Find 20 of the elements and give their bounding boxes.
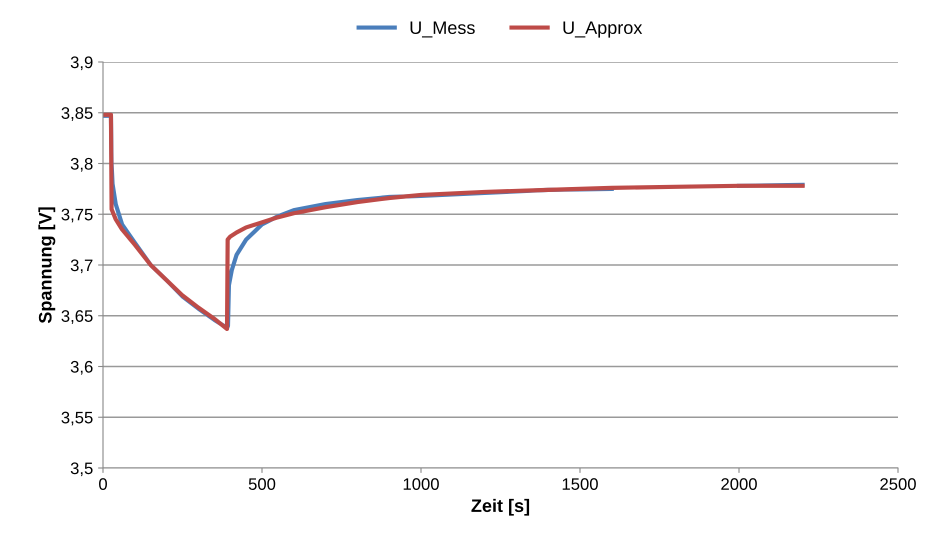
x-tick-label: 2500 — [880, 478, 916, 490]
y-tick-label: 3,65 — [61, 310, 93, 324]
line-series — [103, 112, 805, 332]
y-tick-label: 3,55 — [61, 412, 93, 426]
legend-label: U_Mess — [410, 21, 475, 38]
x-tick-label: 1500 — [562, 478, 598, 490]
y-tick-label: 3,9 — [70, 56, 92, 70]
y-tick-label: 3,7 — [70, 259, 92, 274]
x-axis-title: Zeit [s] — [471, 498, 530, 516]
y-tick-label: 3,5 — [70, 462, 93, 476]
y-tick-label: 3,85 — [61, 107, 93, 121]
y-tick-label: 3,75 — [61, 208, 93, 222]
x-tick-label: 500 — [248, 478, 276, 490]
legend-label: U_Approx — [563, 21, 642, 38]
y-tick-label: 3,8 — [70, 158, 93, 172]
x-tick-label: 0 — [99, 478, 107, 490]
x-tick-label: 1000 — [404, 478, 439, 490]
y-axis-title: Spannung [V] — [38, 207, 56, 324]
y-tick-label: 3,6 — [70, 360, 93, 375]
x-tick-label: 2000 — [721, 478, 757, 490]
